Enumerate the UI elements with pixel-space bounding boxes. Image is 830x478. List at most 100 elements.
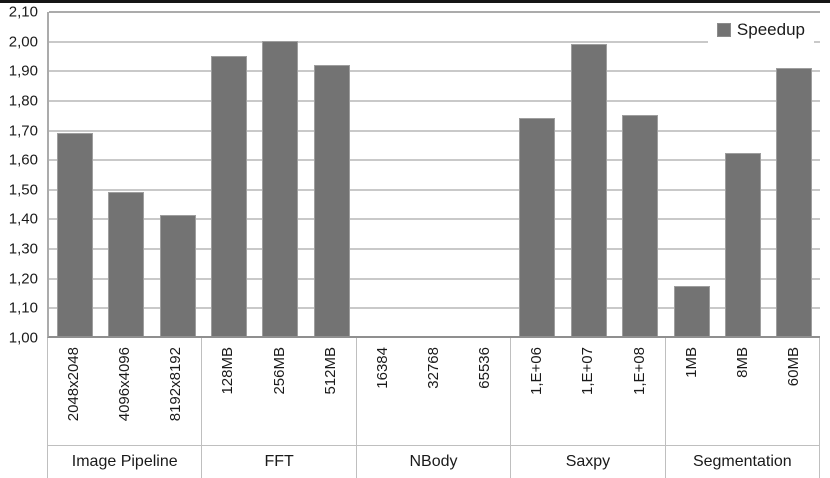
y-tick-label-2-10: 2,10 [8, 3, 38, 21]
tick-label-row: 128MB 256MB 512MB [202, 338, 355, 445]
tick-slot-16384: 16384 [357, 338, 408, 445]
bar-segmentation-1mb [673, 285, 710, 336]
x-tick-label-1-e-06: 1,E+06 [528, 347, 546, 395]
y-tick-label-1-60: 1,60 [8, 151, 38, 169]
axis-group-nbody: 16384 32768 65536 NBody [355, 338, 511, 478]
group-label-saxpy: Saxpy [511, 445, 665, 478]
x-tick-label-2048x2048: 2048x2048 [65, 347, 83, 422]
x-tick-label-4096x4096: 4096x4096 [116, 347, 134, 422]
bar-slot-128mb [203, 12, 254, 336]
y-tick-label-1-20: 1,20 [8, 270, 38, 288]
y-tick-label-1-70: 1,70 [8, 122, 38, 140]
figure-top-rule [0, 0, 830, 3]
plot-area: Speedup [47, 11, 820, 338]
y-tick-label-1-50: 1,50 [8, 181, 38, 199]
gridline [49, 188, 820, 191]
bar-slot-60mb [769, 12, 820, 336]
y-tick-label-1-10: 1,10 [8, 299, 38, 317]
legend-label: Speedup [736, 20, 805, 39]
y-tick-label-1-40: 1,40 [8, 210, 38, 228]
bar-image-pipeline-4096x4096 [108, 191, 145, 336]
axis-group-fft: 128MB 256MB 512MB FFT [201, 338, 356, 478]
tick-slot-128mb: 128MB [202, 338, 253, 445]
bar-segmentation-60mb [776, 67, 813, 336]
bar-slot-8mb [717, 12, 768, 336]
bar-group-segmentation [666, 12, 820, 336]
tick-slot-1-e-06: 1,E+06 [511, 338, 562, 445]
bar-slot-16384 [357, 12, 408, 336]
tick-slot-1-e-08: 1,E+08 [614, 338, 665, 445]
gridline [49, 307, 820, 310]
bar-saxpy-1-e-07 [570, 44, 607, 336]
tick-slot-256mb: 256MB [254, 338, 305, 445]
x-tick-label-16384: 16384 [373, 347, 391, 389]
tick-slot-4096x4096: 4096x4096 [99, 338, 150, 445]
bar-slot-8192x8192 [152, 12, 203, 336]
bar-slot-2048x2048 [49, 12, 100, 336]
gridline [49, 99, 820, 102]
tick-slot-65536: 65536 [459, 338, 510, 445]
tick-slot-1-e-07: 1,E+07 [562, 338, 613, 445]
bar-slot-65536 [460, 12, 511, 336]
tick-label-row: 2048x2048 4096x4096 8192x8192 [48, 338, 201, 445]
tick-label-row: 1,E+06 1,E+07 1,E+08 [511, 338, 664, 445]
x-tick-label-60mb: 60MB [784, 347, 802, 387]
bar-saxpy-1-e-08 [622, 115, 659, 336]
bar-slot-256mb [255, 12, 306, 336]
bar-slot-1-e-07 [563, 12, 614, 336]
bar-segmentation-8mb [724, 153, 761, 336]
bar-slot-4096x4096 [100, 12, 151, 336]
bar-fft-128mb [210, 56, 247, 336]
bar-group-fft [203, 12, 357, 336]
x-tick-label-65536: 65536 [476, 347, 494, 389]
gridline [49, 129, 820, 132]
bar-slot-1-e-06 [512, 12, 563, 336]
x-tick-label-256mb: 256MB [270, 347, 288, 395]
gridline [49, 40, 820, 43]
axis-group-image-pipeline: 2048x2048 4096x4096 8192x8192 Image Pipelin… [47, 338, 202, 478]
y-tick-label-1-80: 1,80 [8, 92, 38, 110]
bar-group-image-pipeline [49, 12, 203, 336]
axis-group-segmentation: 1MB 8MB 60MB Segmentation [664, 338, 821, 478]
axis-group-saxpy: 1,E+06 1,E+07 1,E+08 Saxpy [510, 338, 665, 478]
tick-slot-512mb: 512MB [305, 338, 356, 445]
x-tick-label-32768: 32768 [425, 347, 443, 389]
y-tick-label-1-00: 1,00 [8, 329, 38, 347]
x-tick-label-512mb: 512MB [321, 347, 339, 395]
bar-fft-512mb [313, 65, 350, 336]
y-axis-labels: 2,10 2,00 1,90 1,80 1,70 1,60 1,50 1,40 1,30 1,20… [0, 0, 41, 360]
bar-slot-1-e-08 [614, 12, 665, 336]
group-label-segmentation: Segmentation [665, 445, 820, 478]
group-label-fft: FFT [202, 445, 356, 478]
gridline [49, 159, 820, 162]
gridline [49, 248, 820, 251]
x-axis: 2048x2048 4096x4096 8192x8192 Image Pipelin… [47, 338, 821, 478]
x-tick-label-1mb: 1MB [682, 347, 700, 378]
tick-slot-2048x2048: 2048x2048 [48, 338, 99, 445]
group-label-image-pipeline: Image Pipeline [48, 445, 202, 478]
y-tick-label-1-90: 1,90 [8, 62, 38, 80]
bar-slot-32768 [409, 12, 460, 336]
x-tick-label-1-e-07: 1,E+07 [579, 347, 597, 395]
tick-slot-8mb: 8MB [717, 338, 768, 445]
gridline [49, 11, 820, 13]
group-label-nbody: NBody [356, 445, 511, 478]
x-tick-label-8192x8192: 8192x8192 [167, 347, 185, 422]
x-tick-label-128mb: 128MB [219, 347, 237, 395]
tick-label-row: 1MB 8MB 60MB [666, 338, 819, 445]
gridline [49, 218, 820, 221]
gridline [49, 277, 820, 280]
bar-fft-256mb [262, 41, 299, 336]
bar-group-nbody [357, 12, 511, 336]
bar-image-pipeline-2048x2048 [56, 132, 93, 336]
legend: Speedup [707, 15, 814, 45]
bar-group-saxpy [512, 12, 666, 336]
legend-swatch-icon [716, 23, 731, 37]
bar-saxpy-1-e-06 [519, 118, 556, 336]
bars-layer [49, 12, 820, 336]
tick-slot-32768: 32768 [408, 338, 459, 445]
bar-slot-512mb [306, 12, 357, 336]
gridline [49, 70, 820, 73]
tick-slot-60mb: 60MB [768, 338, 819, 445]
